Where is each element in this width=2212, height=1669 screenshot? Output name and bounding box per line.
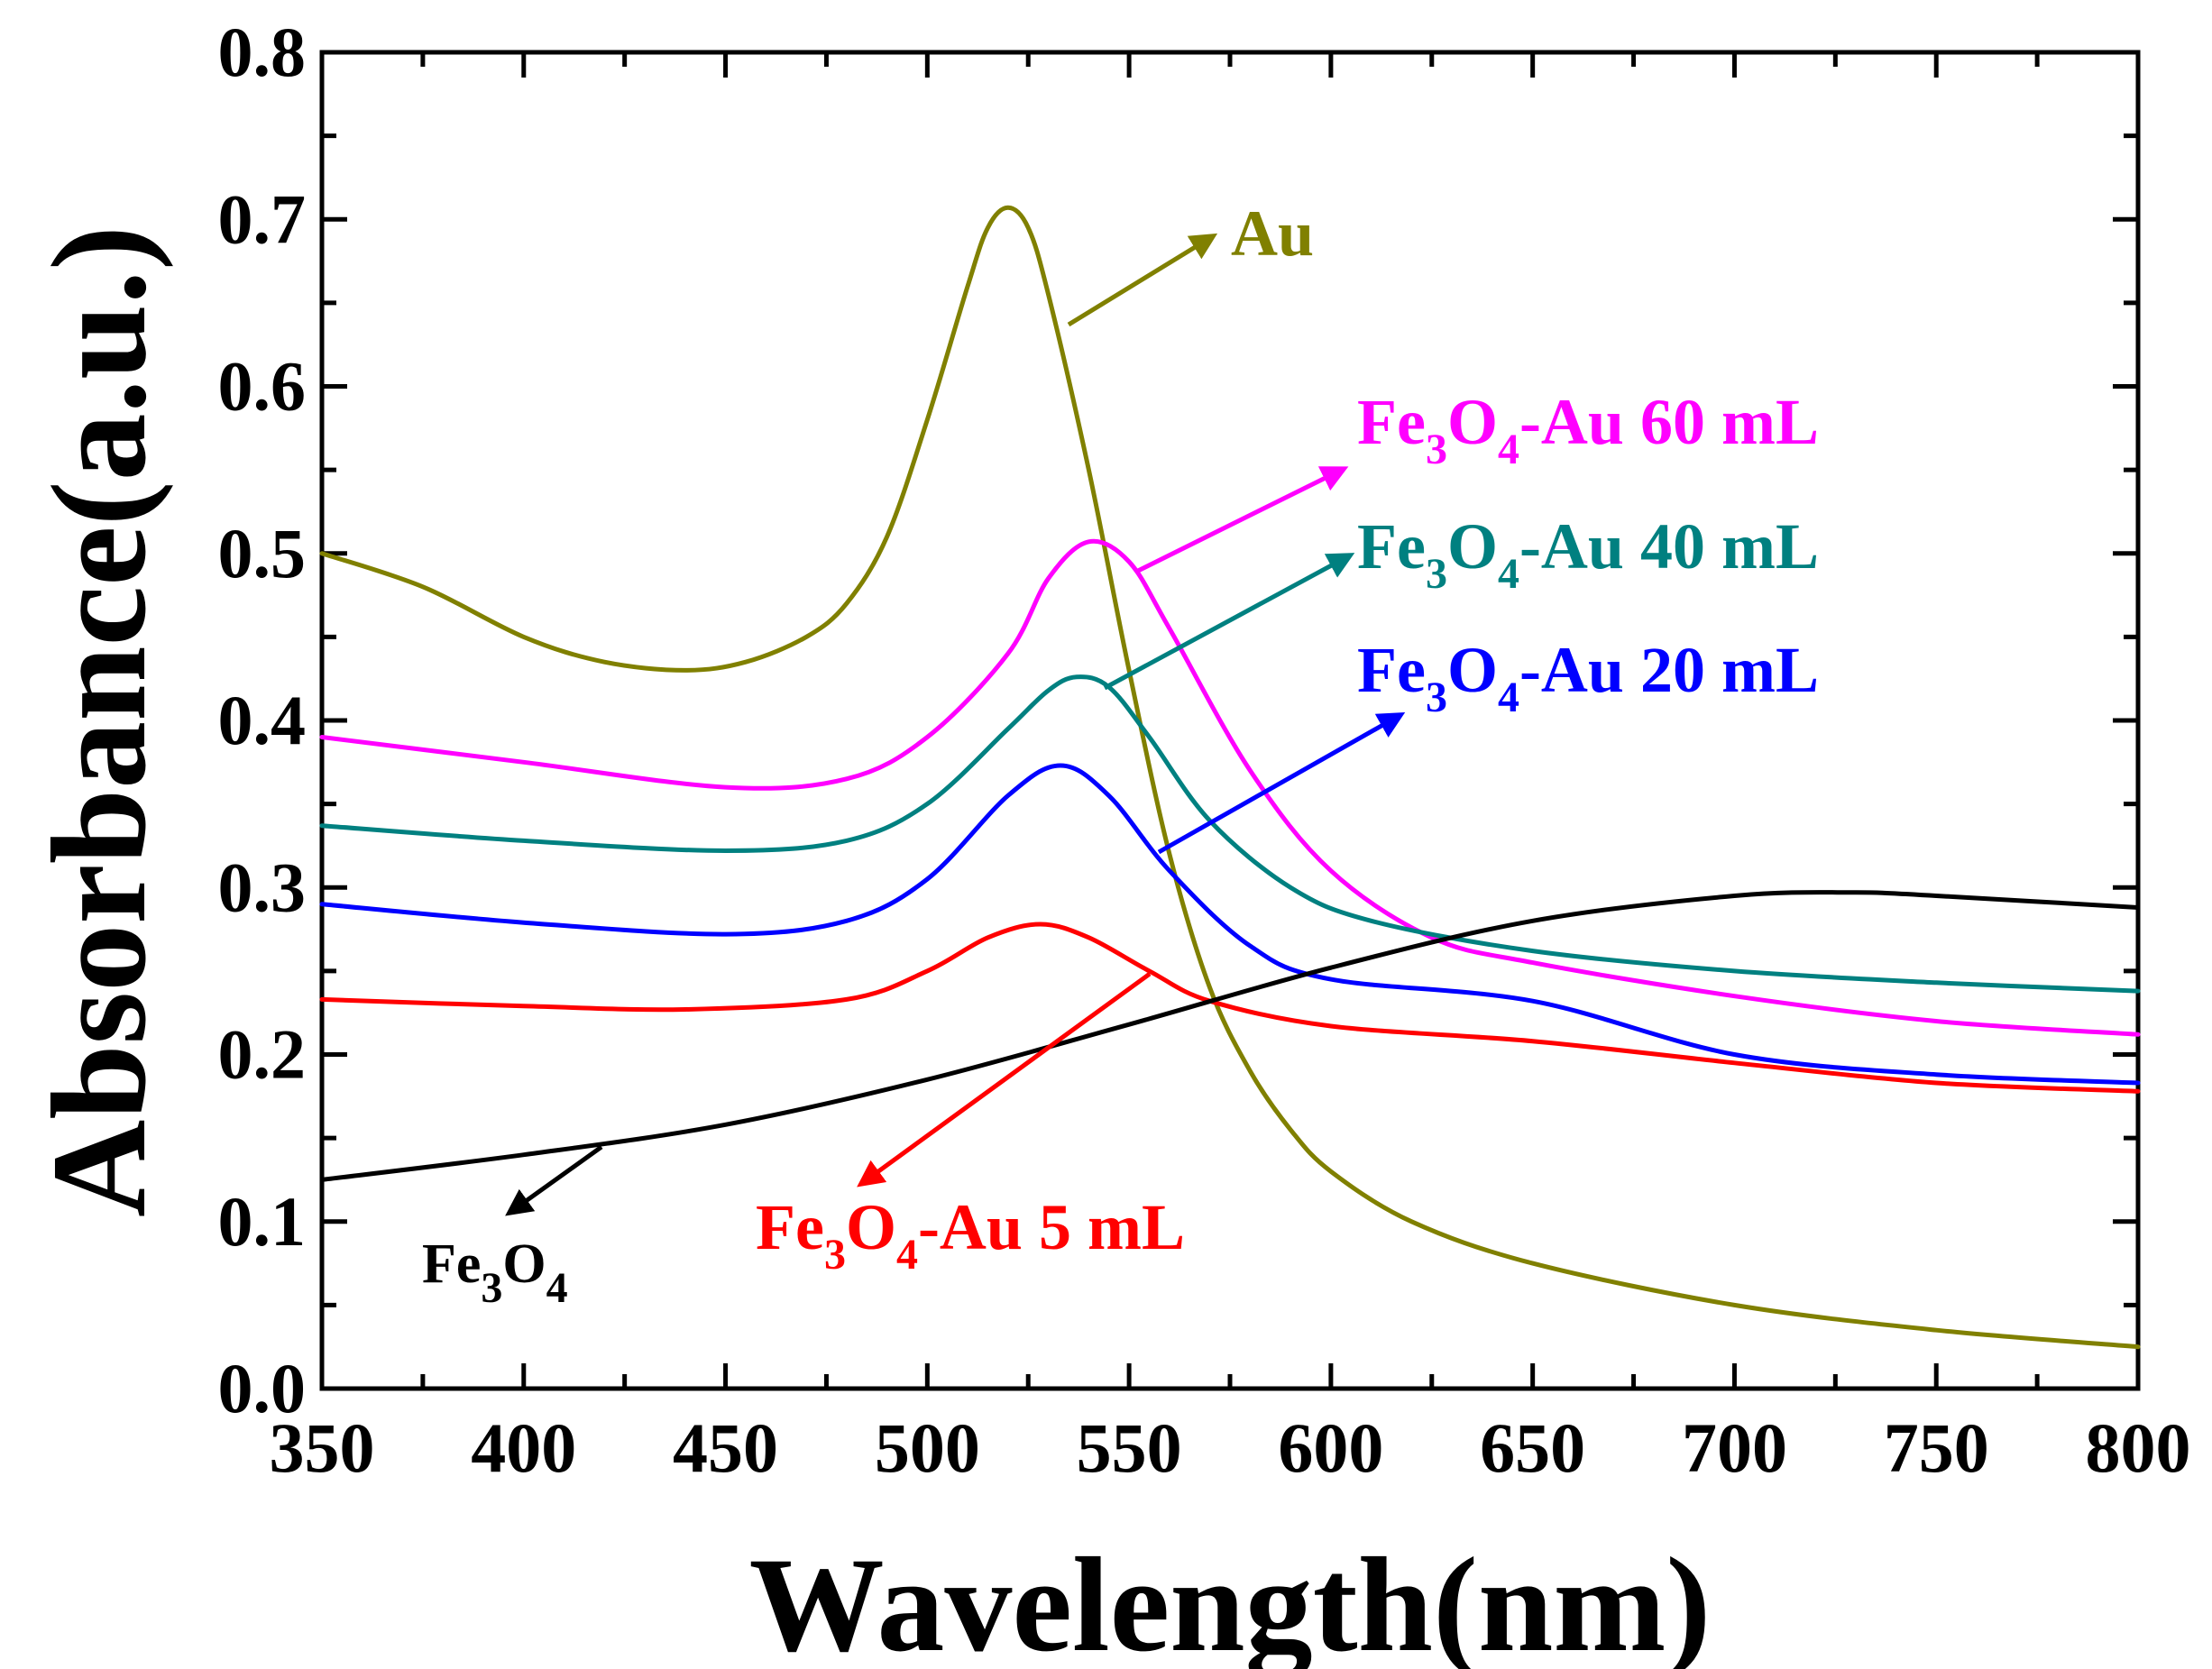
x-axis-title: Wavelength(nm) xyxy=(749,1530,1712,1669)
tick-labels: 350 400 450 500 550 600 650 700 750 800 0.0 0.1 0.2 0… xyxy=(218,13,2191,1487)
x-tick-label: 750 xyxy=(1884,1408,1989,1487)
arrow-5ml xyxy=(857,971,1152,1188)
label-fe3o4-o: O xyxy=(502,1233,546,1295)
label-fe3o4-sub2: 4 xyxy=(546,1264,568,1312)
x-tick-label: 700 xyxy=(1682,1408,1787,1487)
label-40ml-sub2: 4 xyxy=(1498,550,1519,598)
arrow-20ml xyxy=(1157,712,1406,855)
arrow-60ml xyxy=(1136,466,1349,573)
y-axis-title: Absorbance(a.u.) xyxy=(24,225,174,1217)
y-tick-label: 0.7 xyxy=(218,179,307,258)
x-tick-label: 550 xyxy=(1077,1408,1182,1487)
series-line-au xyxy=(319,205,2141,1350)
label-5ml: Fe3O4-Au 5 mL xyxy=(756,1191,1185,1279)
y-tick-label: 0.1 xyxy=(218,1182,307,1261)
label-60ml-sub1: 3 xyxy=(1426,426,1447,473)
label-5ml-o: O xyxy=(846,1191,896,1263)
x-tick-label: 350 xyxy=(270,1408,375,1487)
series-line-fe3o4-au-5-ml xyxy=(319,922,2141,1094)
series-line-fe3o4-au-60-ml xyxy=(319,538,2141,1037)
label-fe3o4: Fe3O4 xyxy=(422,1233,568,1312)
x-tick-label: 500 xyxy=(875,1408,980,1487)
label-20ml-rest: -Au 20 mL xyxy=(1519,634,1819,706)
label-60ml-o: O xyxy=(1447,386,1498,458)
label-60ml: Fe3O4-Au 60 mL xyxy=(1357,386,1819,473)
label-60ml-rest: -Au 60 mL xyxy=(1519,386,1819,458)
label-40ml-rest: -Au 40 mL xyxy=(1519,510,1819,582)
series-lines xyxy=(319,205,2141,1350)
label-20ml-sub1: 3 xyxy=(1426,674,1447,721)
label-fe3o4-fe: Fe xyxy=(422,1233,481,1295)
x-tick-label: 600 xyxy=(1278,1408,1383,1487)
label-5ml-rest: -Au 5 mL xyxy=(918,1191,1185,1263)
label-20ml: Fe3O4-Au 20 mL xyxy=(1357,634,1819,721)
label-5ml-sub2: 4 xyxy=(896,1231,918,1279)
y-tick-label: 0.3 xyxy=(218,848,307,926)
label-5ml-fe: Fe xyxy=(756,1191,824,1263)
arrow-fe3o4 xyxy=(505,1144,603,1216)
label-20ml-fe: Fe xyxy=(1357,634,1426,706)
label-40ml-sub1: 3 xyxy=(1426,550,1447,598)
label-fe3o4-sub1: 3 xyxy=(481,1264,502,1312)
arrow-40ml xyxy=(1103,553,1355,691)
label-40ml-o: O xyxy=(1447,510,1498,582)
label-40ml-fe: Fe xyxy=(1357,510,1426,582)
y-tick-label: 0.8 xyxy=(218,13,307,91)
arrow-au xyxy=(1067,233,1218,327)
label-au-text: Au xyxy=(1231,197,1314,270)
label-5ml-sub1: 3 xyxy=(824,1231,846,1279)
y-tick-label: 0.4 xyxy=(218,681,307,759)
plot-frame xyxy=(319,50,2141,1391)
label-au: Au xyxy=(1231,197,1314,270)
y-tick-label: 0.2 xyxy=(218,1015,307,1094)
y-tick-label: 0.5 xyxy=(218,514,307,592)
label-20ml-sub2: 4 xyxy=(1498,674,1519,721)
label-40ml: Fe3O4-Au 40 mL xyxy=(1357,510,1819,598)
y-tick-label: 0.6 xyxy=(218,347,307,426)
label-20ml-o: O xyxy=(1447,634,1498,706)
axis-ticks xyxy=(319,50,2141,1391)
x-tick-label: 450 xyxy=(673,1408,778,1487)
y-tick-label: 0.0 xyxy=(218,1349,307,1427)
x-tick-label: 400 xyxy=(471,1408,576,1487)
series-line-fe3o4-au-20-ml xyxy=(319,763,2141,1086)
label-60ml-fe: Fe xyxy=(1357,386,1426,458)
label-60ml-sub2: 4 xyxy=(1498,426,1519,473)
x-tick-label: 800 xyxy=(2086,1408,2191,1487)
series-line-fe3o4-au-40-ml xyxy=(319,674,2141,994)
x-tick-label: 650 xyxy=(1480,1408,1585,1487)
series-line-fe3o4 xyxy=(319,890,2141,1182)
